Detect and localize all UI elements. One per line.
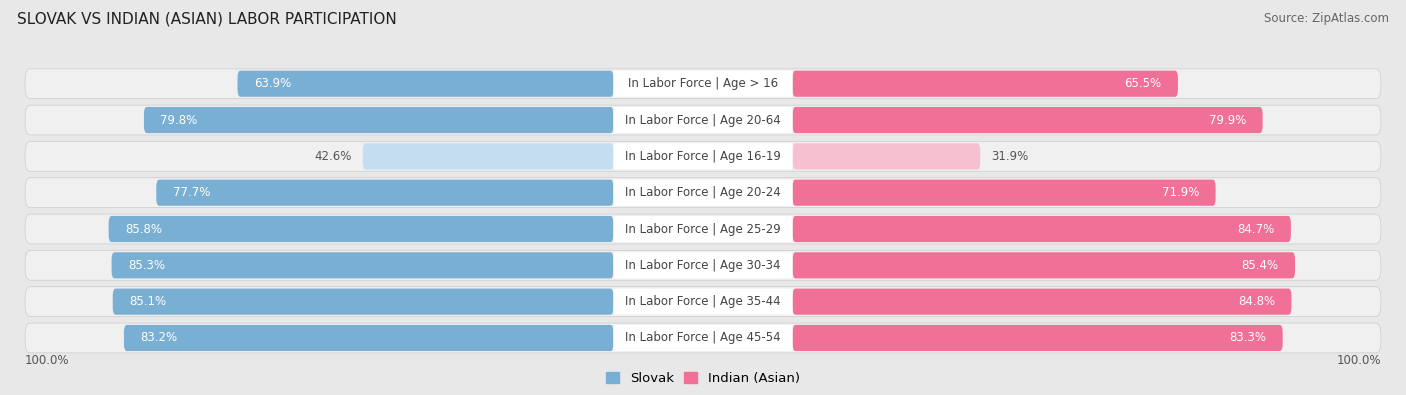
- FancyBboxPatch shape: [793, 216, 1291, 242]
- FancyBboxPatch shape: [25, 250, 1381, 280]
- FancyBboxPatch shape: [238, 71, 613, 97]
- FancyBboxPatch shape: [793, 252, 1295, 278]
- FancyBboxPatch shape: [613, 107, 793, 133]
- Text: 84.8%: 84.8%: [1237, 295, 1275, 308]
- Text: In Labor Force | Age 25-29: In Labor Force | Age 25-29: [626, 222, 780, 235]
- FancyBboxPatch shape: [613, 325, 793, 351]
- Legend: Slovak, Indian (Asian): Slovak, Indian (Asian): [606, 372, 800, 385]
- Text: In Labor Force | Age 45-54: In Labor Force | Age 45-54: [626, 331, 780, 344]
- FancyBboxPatch shape: [793, 325, 1282, 351]
- FancyBboxPatch shape: [793, 180, 1216, 206]
- FancyBboxPatch shape: [108, 216, 613, 242]
- Text: 85.3%: 85.3%: [128, 259, 165, 272]
- Text: In Labor Force | Age 20-24: In Labor Force | Age 20-24: [626, 186, 780, 199]
- Text: 83.2%: 83.2%: [141, 331, 177, 344]
- Text: In Labor Force | Age 35-44: In Labor Force | Age 35-44: [626, 295, 780, 308]
- FancyBboxPatch shape: [793, 71, 1178, 97]
- Text: SLOVAK VS INDIAN (ASIAN) LABOR PARTICIPATION: SLOVAK VS INDIAN (ASIAN) LABOR PARTICIPA…: [17, 12, 396, 27]
- FancyBboxPatch shape: [25, 141, 1381, 171]
- FancyBboxPatch shape: [613, 71, 793, 97]
- FancyBboxPatch shape: [25, 323, 1381, 353]
- Text: Source: ZipAtlas.com: Source: ZipAtlas.com: [1264, 12, 1389, 25]
- FancyBboxPatch shape: [793, 289, 1292, 315]
- FancyBboxPatch shape: [793, 107, 1263, 133]
- FancyBboxPatch shape: [613, 180, 793, 206]
- Text: In Labor Force | Age 20-64: In Labor Force | Age 20-64: [626, 113, 780, 126]
- Text: In Labor Force | Age 16-19: In Labor Force | Age 16-19: [626, 150, 780, 163]
- FancyBboxPatch shape: [613, 143, 793, 169]
- Text: 100.0%: 100.0%: [25, 354, 69, 367]
- Text: 31.9%: 31.9%: [991, 150, 1029, 163]
- Text: In Labor Force | Age 30-34: In Labor Force | Age 30-34: [626, 259, 780, 272]
- FancyBboxPatch shape: [25, 214, 1381, 244]
- Text: 42.6%: 42.6%: [315, 150, 352, 163]
- FancyBboxPatch shape: [124, 325, 613, 351]
- FancyBboxPatch shape: [143, 107, 613, 133]
- Text: In Labor Force | Age > 16: In Labor Force | Age > 16: [628, 77, 778, 90]
- FancyBboxPatch shape: [112, 289, 613, 315]
- FancyBboxPatch shape: [613, 289, 793, 315]
- FancyBboxPatch shape: [613, 252, 793, 278]
- Text: 71.9%: 71.9%: [1161, 186, 1199, 199]
- Text: 79.8%: 79.8%: [160, 113, 198, 126]
- Text: 85.8%: 85.8%: [125, 222, 162, 235]
- Text: 83.3%: 83.3%: [1229, 331, 1267, 344]
- FancyBboxPatch shape: [111, 252, 613, 278]
- Text: 65.5%: 65.5%: [1125, 77, 1161, 90]
- FancyBboxPatch shape: [25, 105, 1381, 135]
- FancyBboxPatch shape: [25, 69, 1381, 99]
- Text: 63.9%: 63.9%: [254, 77, 291, 90]
- FancyBboxPatch shape: [25, 178, 1381, 208]
- FancyBboxPatch shape: [25, 287, 1381, 316]
- Text: 100.0%: 100.0%: [1337, 354, 1381, 367]
- FancyBboxPatch shape: [363, 143, 613, 169]
- Text: 77.7%: 77.7%: [173, 186, 209, 199]
- Text: 85.1%: 85.1%: [129, 295, 166, 308]
- Text: 85.4%: 85.4%: [1241, 259, 1278, 272]
- FancyBboxPatch shape: [613, 216, 793, 242]
- Text: 79.9%: 79.9%: [1209, 113, 1246, 126]
- FancyBboxPatch shape: [156, 180, 613, 206]
- Text: 84.7%: 84.7%: [1237, 222, 1274, 235]
- FancyBboxPatch shape: [793, 143, 980, 169]
